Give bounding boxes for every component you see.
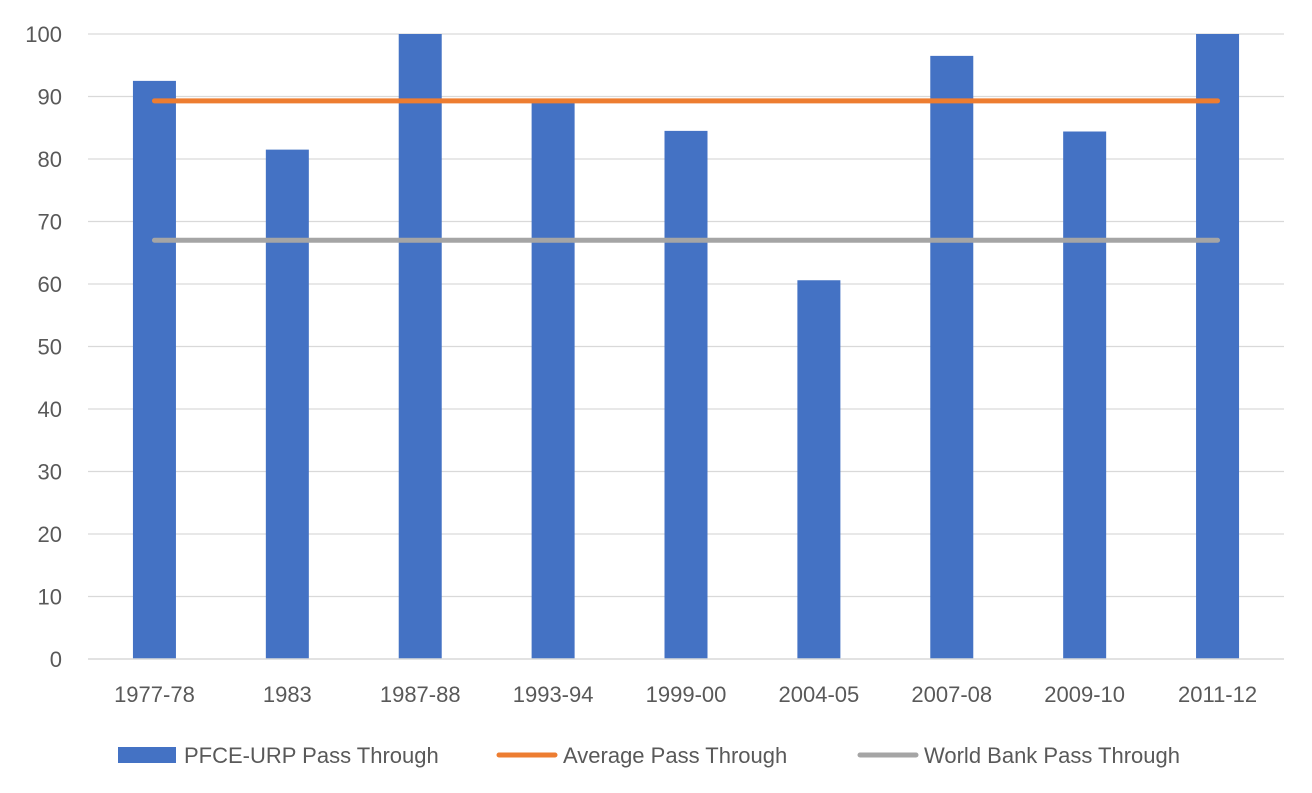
y-tick-label: 50	[38, 335, 62, 360]
bars	[132, 34, 1240, 659]
y-tick-label: 0	[50, 647, 62, 672]
legend-label: PFCE-URP Pass Through	[184, 743, 439, 768]
y-tick-label: 30	[38, 460, 62, 485]
series-lines	[151, 98, 1221, 243]
y-tick-label: 60	[38, 272, 62, 297]
x-tick-label: 2009-10	[1044, 682, 1125, 707]
bar	[664, 130, 708, 659]
x-tick-label: 2007-08	[911, 682, 992, 707]
x-tick-label: 1987-88	[380, 682, 461, 707]
x-axis-ticks: 1977-78 1983 1987-88 1993-94 1999-00 2004-05 2…	[114, 682, 1257, 707]
x-tick-label: 1977-78	[114, 682, 195, 707]
y-tick-label: 20	[38, 522, 62, 547]
bar	[930, 55, 974, 659]
legend-label: Average Pass Through	[563, 743, 787, 768]
y-tick-label: 100	[25, 22, 62, 47]
x-tick-label: 2004-05	[779, 682, 860, 707]
bar	[398, 34, 442, 659]
bar	[797, 280, 841, 659]
bar	[265, 149, 309, 659]
bar	[531, 99, 575, 659]
x-tick-label: 2011-12	[1178, 682, 1257, 707]
bar	[1063, 131, 1107, 659]
x-tick-label: 1999-00	[646, 682, 727, 707]
legend-swatch	[118, 747, 176, 763]
y-tick-label: 40	[38, 397, 62, 422]
x-tick-label: 1983	[263, 682, 312, 707]
bar	[1196, 34, 1240, 659]
y-axis-ticks: 0 10 20 30 40 50 60 70 80 90 100	[25, 22, 62, 672]
y-tick-label: 10	[38, 585, 62, 610]
y-tick-label: 80	[38, 147, 62, 172]
legend-label: World Bank Pass Through	[924, 743, 1180, 768]
legend: PFCE-URP Pass Through Average Pass Throug…	[118, 743, 1180, 768]
y-tick-label: 70	[38, 210, 62, 235]
x-tick-label: 1993-94	[513, 682, 594, 707]
y-tick-label: 90	[38, 85, 62, 110]
bar	[132, 80, 176, 659]
